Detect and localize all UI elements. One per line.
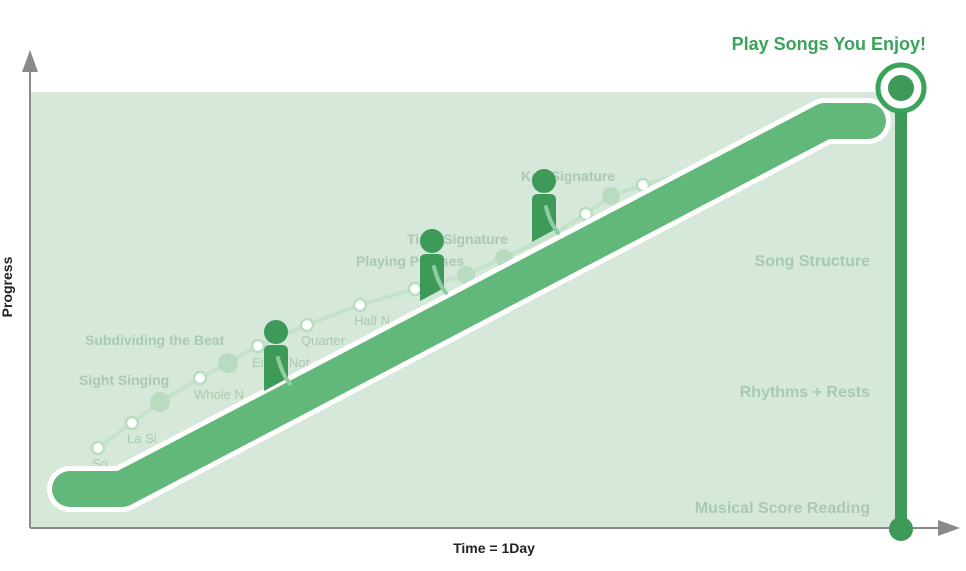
topic-node — [407, 281, 423, 297]
rider-arms — [276, 205, 560, 386]
topic-node — [124, 415, 140, 431]
goal-marker: Play Songs You Enjoy! — [732, 34, 927, 541]
x-axis-arrow-icon — [938, 520, 960, 536]
goal-title: Play Songs You Enjoy! — [732, 34, 926, 54]
zone-label-rhythms-rests: Rhythms + Rests — [740, 384, 870, 401]
escalator — [47, 98, 891, 512]
axes: Time = 1Day Progress — [0, 50, 960, 556]
goal-base-dot-icon — [889, 517, 913, 541]
topic-node — [602, 187, 620, 205]
topic-node — [457, 266, 475, 284]
topic-label: Quarter — [301, 333, 346, 348]
topic-node — [578, 206, 594, 222]
rider-figures — [264, 169, 556, 391]
topic-node — [299, 317, 315, 333]
goal-dot-icon — [888, 75, 914, 101]
zone-label-song-structure: Song Structure — [754, 253, 870, 270]
topic-node — [250, 338, 266, 354]
topic-label: Half N — [354, 313, 390, 328]
topic-node — [90, 440, 106, 456]
topic-label: Sight Singing — [79, 372, 169, 388]
topic-node — [352, 297, 368, 313]
topic-label: Whole N — [194, 387, 244, 402]
escalator-belt — [52, 103, 886, 507]
topic-label: Playing Phrases — [356, 253, 464, 269]
zone-label-musical-score-reading: Musical Score Reading — [695, 500, 870, 517]
person-icon — [264, 320, 288, 391]
x-axis-label: Time = 1Day — [453, 540, 535, 556]
person-icon — [420, 229, 444, 301]
topic-label: La Si — [127, 431, 157, 446]
person-icon — [532, 169, 556, 242]
zone-labels: Song Structure Rhythms + Rests Musical S… — [695, 253, 870, 517]
y-axis-label: Progress — [0, 256, 15, 317]
topic-label: Subdividing the Beat — [85, 332, 225, 348]
y-axis-arrow-icon — [22, 50, 38, 72]
topic-path-line — [96, 170, 691, 450]
topic-node — [218, 353, 238, 373]
topic-label: Ei — [252, 355, 264, 370]
topic-label: Not — [289, 355, 310, 370]
topic-node — [192, 370, 208, 386]
topic-node — [150, 392, 170, 412]
